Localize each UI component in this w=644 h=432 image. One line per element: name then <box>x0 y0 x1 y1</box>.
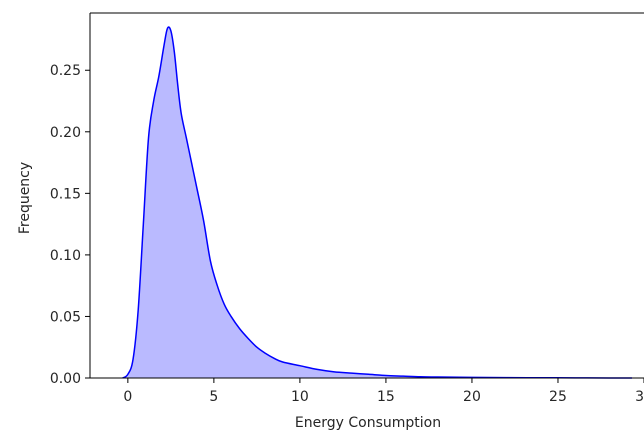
x-tick-label: 0 <box>123 389 132 405</box>
x-tick-label: 30 <box>635 389 644 405</box>
x-tick-label: 10 <box>291 389 309 405</box>
plot-marks <box>122 26 632 379</box>
density-area-fill <box>122 27 632 379</box>
y-axis-label: Frequency <box>17 162 33 234</box>
y-tick-label: 0.00 <box>50 371 81 387</box>
x-tick-label: 15 <box>377 389 395 405</box>
x-tick-label: 5 <box>209 389 218 405</box>
axes <box>89 12 644 379</box>
y-tick-label: 0.05 <box>50 309 81 325</box>
y-tick-label: 0.10 <box>50 248 81 264</box>
x-axis-label: Energy Consumption <box>295 415 441 431</box>
ticks: 0 5 10 15 20 25 30 0.00 0.05 0.10 0.15 0.20 0.25 <box>50 63 644 405</box>
y-tick-label: 0.25 <box>50 63 81 79</box>
density-curve-line <box>122 26 632 379</box>
y-tick-label: 0.20 <box>50 125 81 141</box>
y-tick-label: 0.15 <box>50 186 81 202</box>
x-tick-label: 20 <box>463 389 481 405</box>
x-tick-label: 25 <box>549 389 567 405</box>
